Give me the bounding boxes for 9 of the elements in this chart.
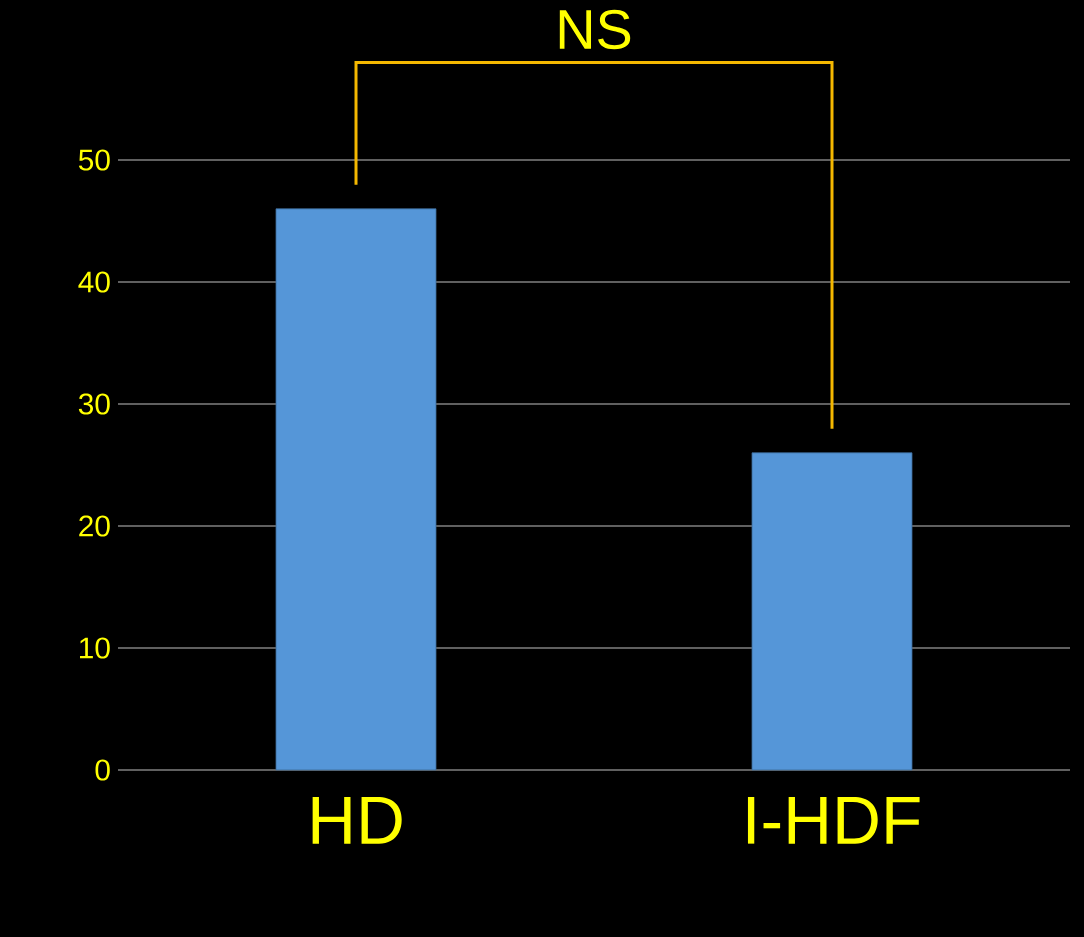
y-tick-label: 20 [79, 515, 110, 537]
x-tick-label: HD [312, 797, 402, 844]
text: NS [559, 9, 631, 50]
y-tick-label: 30 [78, 393, 110, 415]
y-tick-label: 50 [78, 149, 110, 171]
y-tick-label: 0 [95, 759, 110, 781]
x-tick-label: I-HDF [747, 797, 920, 844]
y-tick-label: 10 [80, 637, 110, 659]
y-tick-label: 40 [78, 271, 110, 293]
